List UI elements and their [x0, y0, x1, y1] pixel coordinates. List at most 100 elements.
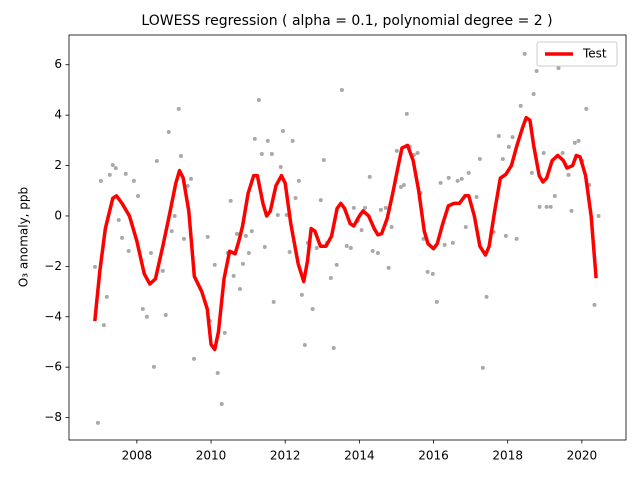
data-point	[275, 212, 280, 217]
data-point	[331, 346, 336, 351]
data-point	[92, 264, 97, 269]
data-point	[256, 98, 261, 103]
data-point	[302, 342, 307, 347]
data-point	[592, 302, 597, 307]
data-point	[534, 69, 539, 74]
data-point	[348, 245, 353, 250]
data-point	[362, 205, 367, 210]
data-point	[104, 294, 109, 299]
data-point	[596, 213, 601, 218]
data-point	[569, 208, 574, 213]
data-point	[425, 269, 430, 274]
data-point	[95, 420, 100, 425]
data-point	[434, 299, 439, 304]
legend-box	[536, 41, 618, 67]
data-point	[252, 136, 257, 141]
data-point	[231, 273, 236, 278]
data-point	[265, 138, 270, 143]
data-point	[484, 294, 489, 299]
data-point	[269, 151, 274, 156]
y-tick-label: −6	[44, 360, 62, 374]
data-point	[386, 265, 391, 270]
data-point	[415, 150, 420, 155]
data-point	[185, 183, 190, 188]
data-point	[176, 106, 181, 111]
data-point	[262, 244, 267, 249]
data-point	[172, 213, 177, 218]
data-point	[120, 235, 125, 240]
data-point	[169, 229, 174, 234]
data-point	[189, 176, 194, 181]
data-point	[339, 87, 344, 92]
axes-frame	[68, 34, 627, 441]
data-point	[234, 231, 239, 236]
data-point	[541, 150, 546, 155]
data-point	[240, 261, 245, 266]
data-point	[367, 174, 372, 179]
data-point	[293, 196, 298, 201]
data-point	[299, 292, 304, 297]
data-point	[438, 180, 443, 185]
chart-title: LOWESS regression ( alpha = 0.1, polynom…	[141, 13, 552, 29]
data-point	[510, 135, 515, 140]
x-tick-label: 2016	[418, 449, 449, 463]
data-point	[537, 204, 542, 209]
x-tick-label: 2008	[122, 449, 153, 463]
data-point	[560, 150, 565, 155]
data-point	[500, 156, 505, 161]
data-point	[271, 299, 276, 304]
data-point	[552, 194, 557, 199]
data-point	[116, 217, 121, 222]
data-point	[215, 370, 220, 375]
data-point	[212, 262, 217, 267]
data-point	[576, 138, 581, 143]
data-point	[359, 228, 364, 233]
data-point	[463, 225, 468, 230]
data-point	[154, 159, 159, 164]
data-point	[404, 111, 409, 116]
y-axis-label: O₃ anomaly, ppb	[17, 187, 31, 287]
data-point	[101, 323, 106, 328]
data-point	[178, 153, 183, 158]
data-point	[246, 250, 251, 255]
data-point	[113, 166, 118, 171]
data-point	[151, 364, 156, 369]
data-point	[126, 248, 131, 253]
data-point	[310, 306, 315, 311]
data-point	[556, 66, 561, 71]
x-tick-label: 2018	[492, 449, 523, 463]
data-point	[334, 262, 339, 267]
data-point	[205, 234, 210, 239]
data-point	[318, 198, 323, 203]
line	[93, 115, 598, 352]
data-point	[450, 240, 455, 245]
data-point	[344, 243, 349, 248]
data-point	[378, 207, 383, 212]
data-point	[107, 172, 112, 177]
data-point	[430, 271, 435, 276]
data-point	[243, 233, 248, 238]
data-point	[459, 176, 464, 181]
data-point	[131, 178, 136, 183]
data-point	[314, 245, 319, 250]
data-point	[181, 236, 186, 241]
data-point	[474, 195, 479, 200]
data-point	[296, 178, 301, 183]
y-tick-label: −4	[44, 309, 62, 323]
data-point	[280, 129, 285, 134]
data-point	[529, 170, 534, 175]
data-point	[442, 242, 447, 247]
data-point	[394, 148, 399, 153]
data-point	[219, 401, 224, 406]
data-point	[110, 163, 115, 168]
data-point	[503, 233, 508, 238]
x-tick-label: 2010	[196, 449, 227, 463]
y-tick-label: −2	[44, 259, 62, 273]
data-point	[544, 204, 549, 209]
y-tick-label: 4	[54, 108, 62, 122]
data-point	[163, 312, 168, 317]
data-point	[446, 175, 451, 180]
data-point	[259, 151, 264, 156]
data-point	[191, 356, 196, 361]
data-point	[455, 178, 460, 183]
